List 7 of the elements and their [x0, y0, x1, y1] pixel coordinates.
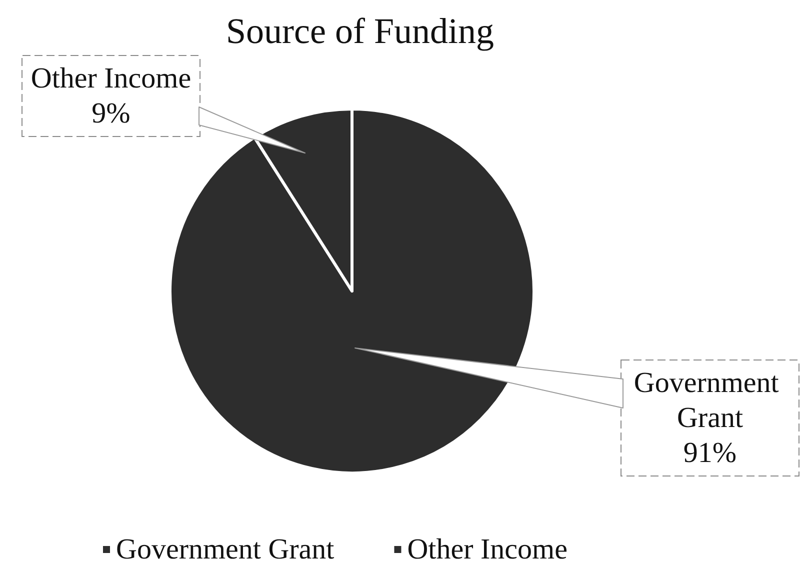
- slice-label: Government Grant: [634, 367, 786, 434]
- slice-label: Other Income: [30, 62, 192, 94]
- legend-label: Government Grant: [116, 534, 334, 566]
- data-label: 9%: [92, 98, 130, 130]
- data-label: 91%: [683, 437, 737, 469]
- chart-title: Source of Funding: [226, 11, 494, 51]
- legend-label: Other Income: [407, 534, 568, 566]
